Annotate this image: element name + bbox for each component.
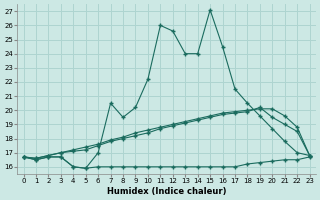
X-axis label: Humidex (Indice chaleur): Humidex (Indice chaleur) bbox=[107, 187, 226, 196]
